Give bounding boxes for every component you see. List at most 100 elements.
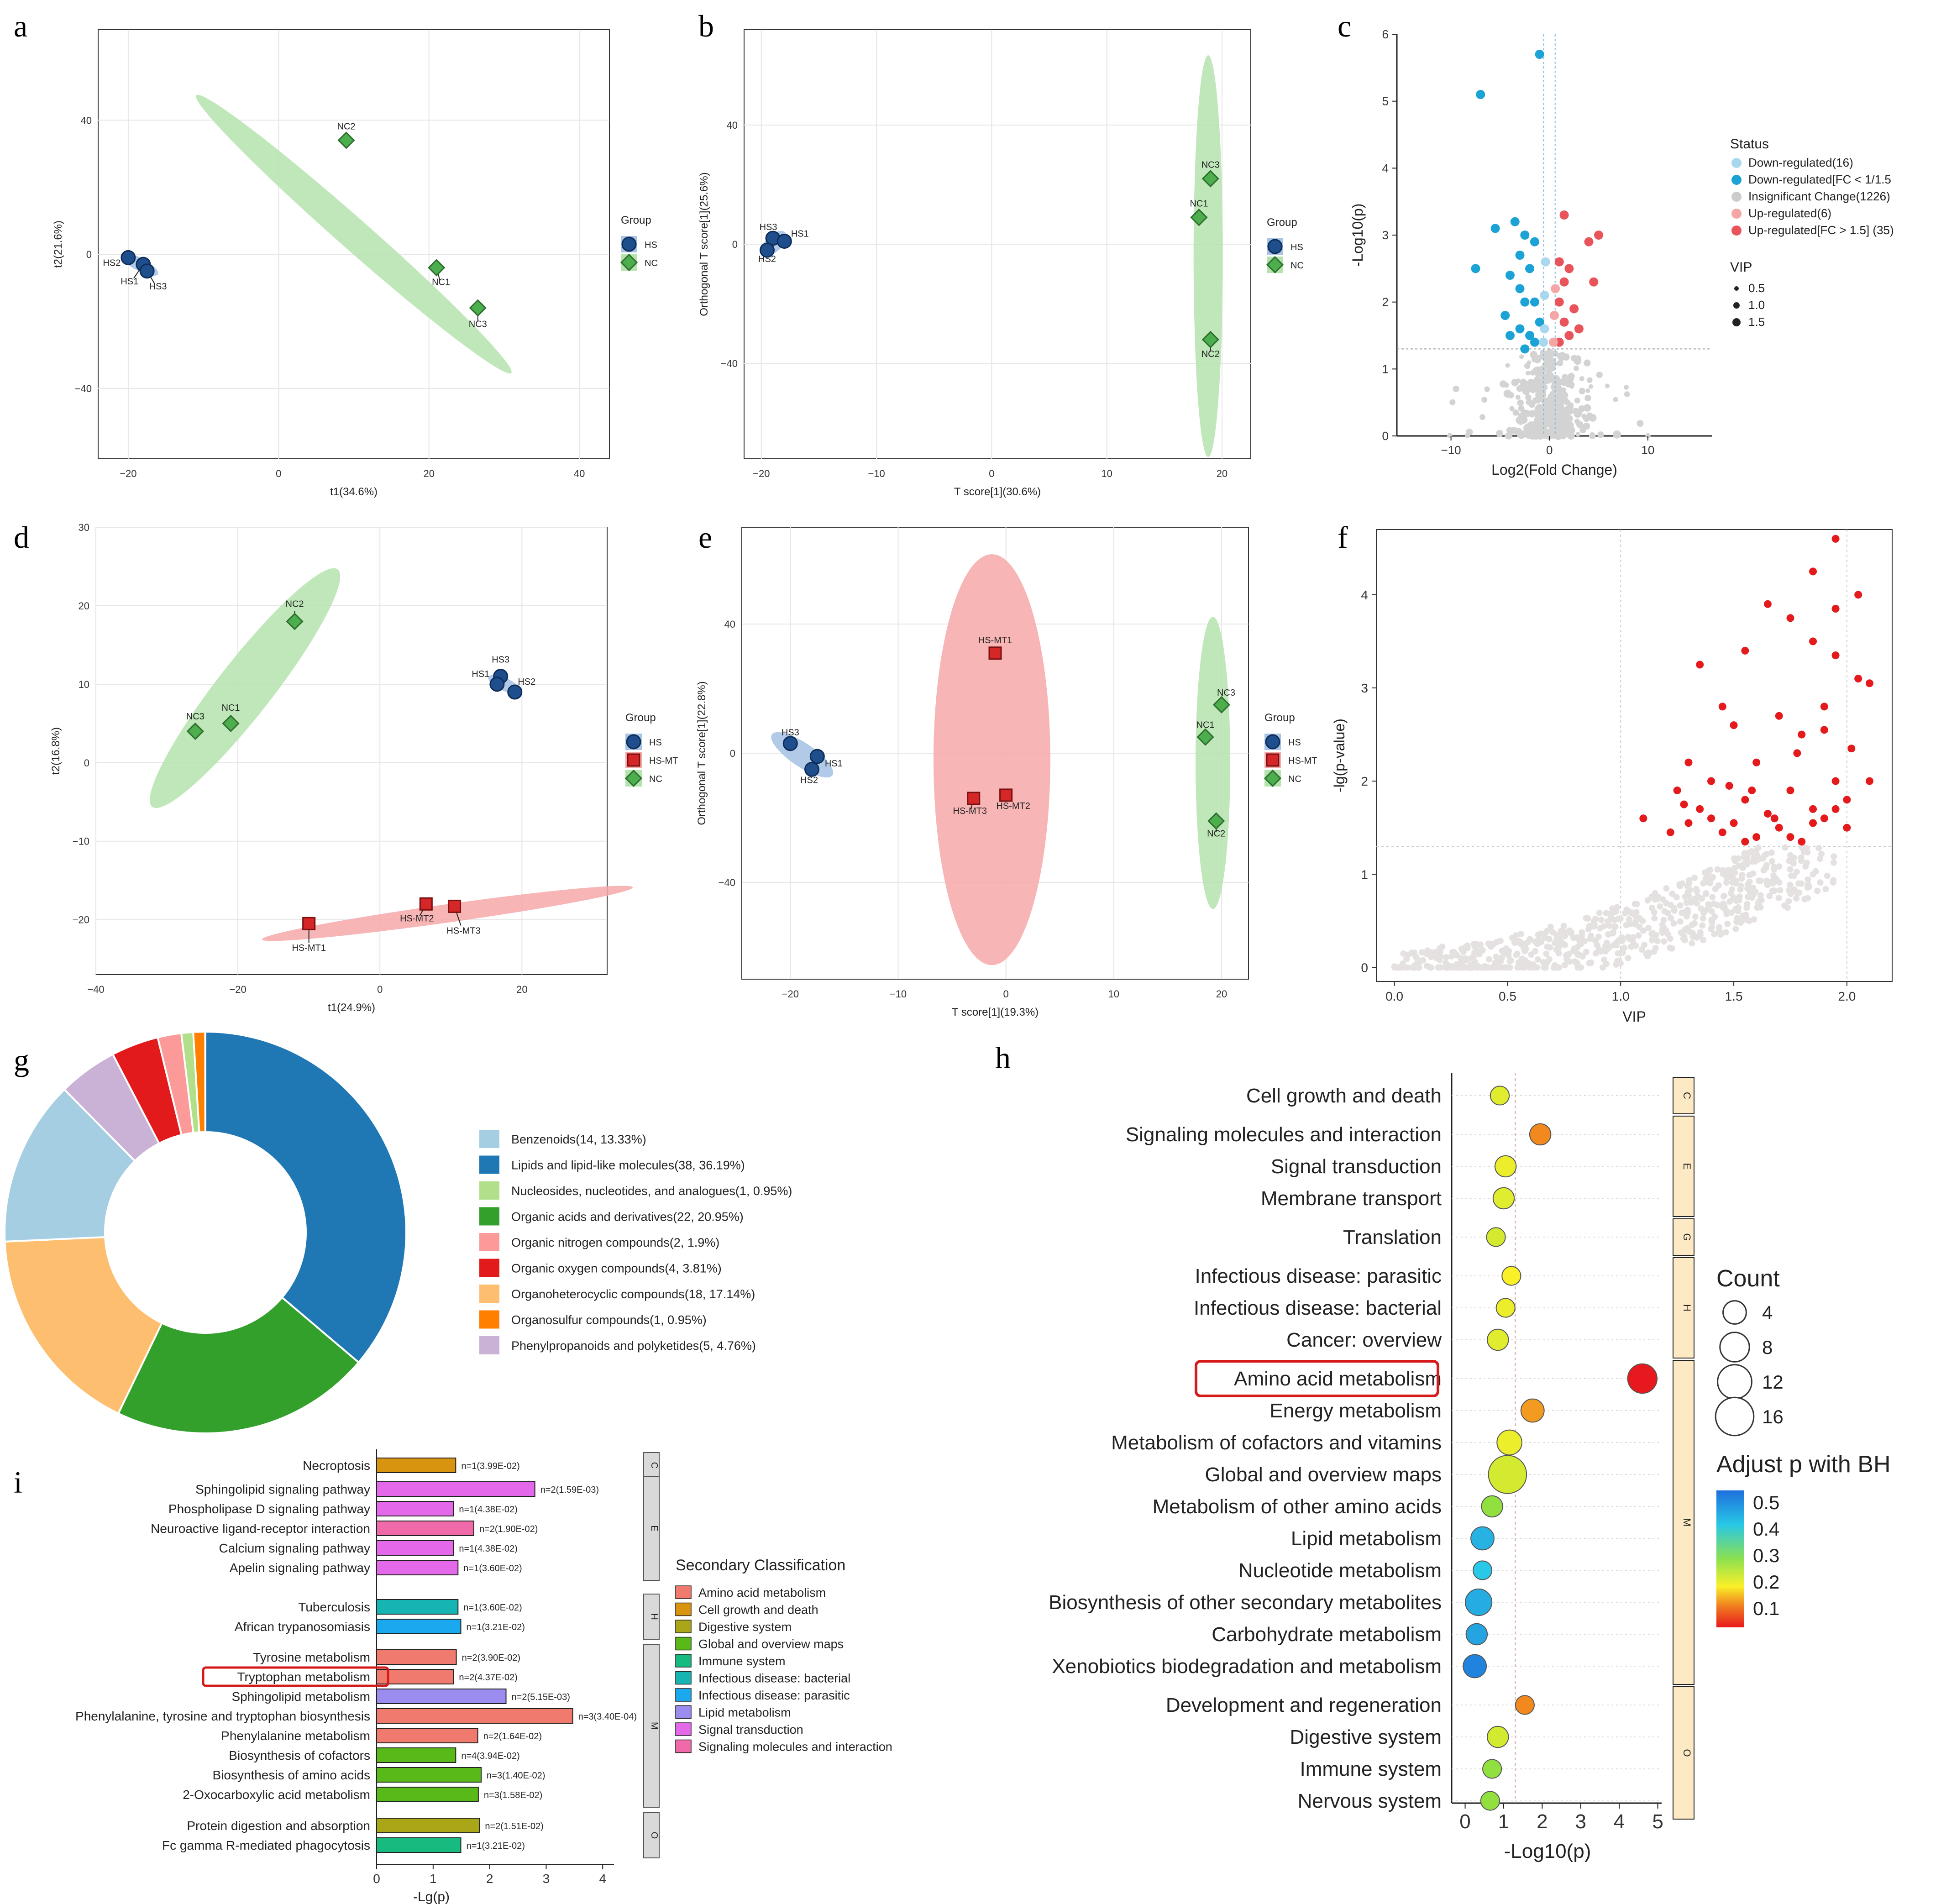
- donut-slice: [205, 1030, 407, 1364]
- x-tick-label: 10: [1101, 468, 1112, 479]
- nonsignificant-point: [1566, 958, 1573, 965]
- nonsignificant-point: [1443, 964, 1450, 971]
- legend-entry: NC: [649, 774, 662, 784]
- y-tick-label: 0: [1361, 960, 1368, 975]
- size-legend-title: VIP: [1730, 260, 1752, 275]
- panel-i-bars: Necroptosis n=1(3.99E-02) Sphingolipid sig…: [75, 1449, 892, 1904]
- x-tick-label: 10: [1641, 443, 1654, 457]
- pathway-label: Nucleotide metabolism: [1238, 1559, 1442, 1582]
- significant-point: [1831, 651, 1840, 660]
- x-tick-label: 0: [1003, 988, 1008, 1000]
- pathway-bubble: [1470, 1526, 1495, 1551]
- legend-title: Group: [625, 712, 656, 724]
- legend-entry: Lipids and lipid-like molecules(38, 36.1…: [511, 1159, 745, 1172]
- nonsignificant-point: [1689, 922, 1695, 928]
- pathway-bubble: [1480, 1791, 1500, 1811]
- nonsignificant-point: [1737, 882, 1744, 889]
- nonsignificant-point: [1576, 952, 1583, 959]
- significant-point: [1763, 810, 1772, 818]
- nonsignificant-point: [1512, 939, 1519, 946]
- volcano-point: [1564, 331, 1574, 340]
- legend-entry: HS-MT: [649, 756, 678, 766]
- insignificant-point: [1556, 404, 1564, 413]
- nonsignificant-point: [1645, 924, 1652, 931]
- legend-key: [479, 1310, 499, 1329]
- nonsignificant-point: [1547, 944, 1553, 951]
- bar-annotation: n=1(3.60E-02): [463, 1563, 522, 1574]
- nonsignificant-point: [1549, 929, 1556, 936]
- sample-label: NC2: [337, 121, 356, 131]
- volcano-point: [1535, 317, 1544, 327]
- insignificant-point: [1536, 412, 1542, 418]
- volcano-point: [1471, 264, 1480, 273]
- y-tick-label: 4: [1361, 588, 1368, 602]
- volcano-point: [1584, 237, 1594, 247]
- nonsignificant-point: [1744, 901, 1751, 907]
- category-strip: [1673, 1360, 1694, 1685]
- pathway-label: Xenobiotics biodegradation and metabolis…: [1052, 1655, 1442, 1678]
- pathway-bubble: [1520, 1398, 1545, 1423]
- nonsignificant-point: [1402, 964, 1409, 971]
- legend-key: [479, 1233, 499, 1251]
- nonsignificant-point: [1814, 887, 1821, 894]
- nonsignificant-point: [1669, 891, 1676, 897]
- nonsignificant-point: [1805, 881, 1811, 888]
- sample-point: [1212, 696, 1231, 714]
- nonsignificant-point: [1711, 931, 1718, 938]
- insignificant-point: [1624, 391, 1630, 397]
- sample-label: HS2: [518, 677, 535, 687]
- significant-point: [1865, 777, 1873, 785]
- insignificant-point: [1567, 430, 1573, 437]
- pathway-label: Protein digestion and absorption: [187, 1819, 370, 1833]
- volcano-point: [1554, 297, 1564, 307]
- volcano-point: [1550, 311, 1559, 320]
- group-legend: Group HS NC: [620, 214, 658, 272]
- significant-point: [1680, 800, 1688, 808]
- y-axis-label: Orthogonal T score[1](25.6%): [698, 172, 710, 316]
- nonsignificant-point: [1505, 952, 1512, 959]
- pathway-label: Infectious disease: parasitic: [1195, 1265, 1442, 1287]
- legend-key: [675, 1739, 692, 1753]
- pathway-label: Lipid metabolism: [1291, 1527, 1442, 1550]
- sample-point: [759, 242, 775, 258]
- pathway-bar: [376, 1619, 462, 1634]
- nonsignificant-point: [1700, 915, 1706, 922]
- pathway-bar: [376, 1560, 459, 1575]
- pathway-label: Infectious disease: bacterial: [1194, 1297, 1442, 1319]
- pathway-bar: [376, 1599, 459, 1615]
- bar-annotation: n=2(1.64E-02): [483, 1731, 542, 1741]
- nonsignificant-point: [1725, 866, 1732, 873]
- nonsignificant-point: [1489, 964, 1496, 971]
- sample-point: [428, 259, 446, 277]
- insignificant-point: [1536, 386, 1543, 394]
- sample-point: [489, 677, 505, 692]
- bar-annotation: n=3(1.40E-02): [487, 1771, 545, 1781]
- pathway-label: Neuroactive ligand-receptor interaction: [151, 1521, 370, 1536]
- nonsignificant-point: [1550, 964, 1557, 971]
- sample-point: [988, 646, 1002, 660]
- insignificant-point: [1521, 383, 1529, 390]
- nonsignificant-point: [1576, 935, 1583, 942]
- insignificant-point: [1613, 397, 1618, 402]
- insignificant-point: [1637, 420, 1644, 427]
- nonsignificant-point: [1803, 860, 1810, 866]
- colorbar-tick-label: 0.1: [1753, 1598, 1779, 1619]
- pathway-label: Sphingolipid signaling pathway: [195, 1482, 370, 1496]
- panel-h-bubble: Cell growth and death Signaling molecules…: [1049, 1073, 1891, 1862]
- nonsignificant-point: [1689, 929, 1696, 936]
- nonsignificant-point: [1571, 958, 1578, 965]
- nonsignificant-point: [1585, 926, 1592, 933]
- nonsignificant-point: [1720, 871, 1726, 877]
- legend-key: [479, 1207, 499, 1226]
- insignificant-point: [1583, 415, 1590, 422]
- insignificant-point: [1596, 372, 1603, 378]
- nonsignificant-point: [1542, 964, 1549, 971]
- insignificant-point: [1466, 428, 1473, 436]
- legend-entry: NC: [645, 258, 658, 268]
- nonsignificant-point: [1668, 902, 1674, 908]
- nonsignificant-point: [1617, 915, 1624, 922]
- legend-entry: Immune system: [698, 1654, 786, 1668]
- nonsignificant-point: [1610, 929, 1616, 936]
- nonsignificant-point: [1570, 947, 1577, 954]
- nonsignificant-point: [1731, 855, 1738, 862]
